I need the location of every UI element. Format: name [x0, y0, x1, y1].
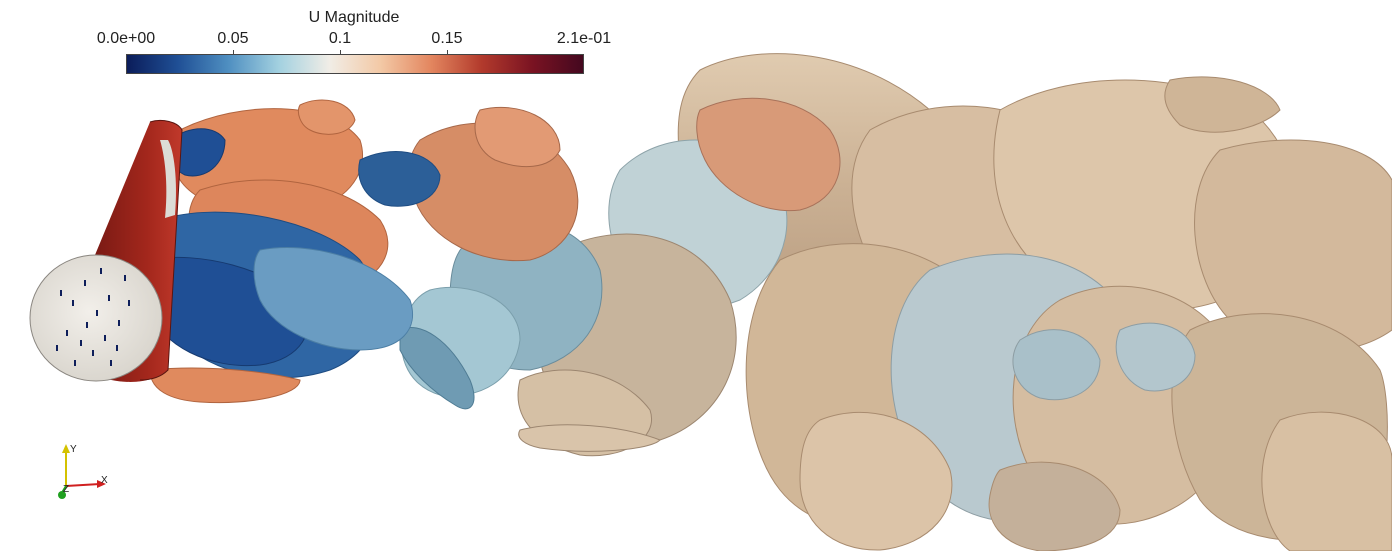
axis-x-label: X [101, 475, 108, 486]
axis-z-label: Z [63, 484, 69, 495]
cap-speckles [56, 268, 130, 366]
legend-tick-label: 0.0e+00 [96, 30, 156, 47]
cylinder-end-cap [29, 254, 163, 382]
legend-tick-label: 0.05 [217, 30, 249, 47]
legend-tick-label: 0.15 [431, 30, 463, 47]
legend-title: U Magnitude [308, 9, 400, 26]
wake-mid-blobs [399, 97, 841, 457]
orientation-axes: Y X Z [58, 444, 108, 499]
color-legend: U Magnitude 0.0e+00 0.05 0.1 0.15 2.1e-0… [0, 0, 700, 90]
axis-y-label: Y [70, 444, 77, 455]
legend-tick-label: 0.1 [328, 30, 352, 47]
wake-near-blobs [145, 99, 441, 404]
legend-tick-label: 2.1e-01 [556, 30, 612, 47]
colorbar [126, 54, 584, 74]
cylinder [29, 119, 183, 382]
wake-far-blobs [677, 53, 1392, 551]
